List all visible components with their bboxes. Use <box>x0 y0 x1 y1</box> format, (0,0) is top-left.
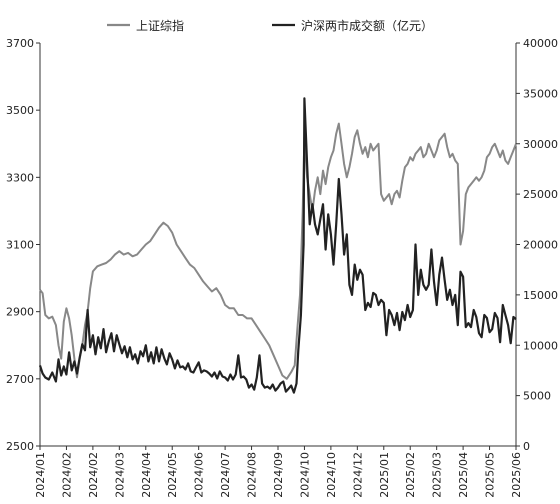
x-tick-label: 2025/05 <box>484 452 497 498</box>
x-tick-label: 2024/08 <box>246 452 259 498</box>
series-line-shanghai-index <box>39 122 517 380</box>
x-tick-label: 2024/10 <box>325 452 338 498</box>
right-tick-label: 0 <box>523 440 530 453</box>
left-axis-ticks: 2500 2700 2900 3100 3300 3500 3700 <box>6 37 40 453</box>
legend-label-turnover: 沪深两市成交额（亿元） <box>301 18 433 33</box>
x-tick-label: 2024/09 <box>272 452 285 498</box>
right-axis-ticks: 0 5000 10000 15000 20000 25000 30000 35000 40000 <box>516 37 558 453</box>
x-tick-label: 2024/10 <box>298 452 311 498</box>
x-tick-label: 2024/12 <box>351 452 364 498</box>
right-tick-label: 10000 <box>523 339 558 352</box>
left-tick-label: 2700 <box>6 373 34 386</box>
left-tick-label: 3300 <box>6 171 34 184</box>
legend-label-shanghai: 上证综指 <box>136 18 184 33</box>
x-tick-label: 2024/01 <box>34 452 47 498</box>
left-tick-label: 2500 <box>6 440 34 453</box>
left-tick-label: 3500 <box>6 104 34 117</box>
left-tick-label: 2900 <box>6 306 34 319</box>
right-tick-label: 20000 <box>523 239 558 252</box>
x-tick-label: 2025/02 <box>404 452 417 498</box>
x-tick-label: 2025/04 <box>457 452 470 498</box>
right-tick-label: 5000 <box>523 390 551 403</box>
legend: 上证综指 沪深两市成交额（亿元） <box>107 18 433 33</box>
x-tick-label: 2024/03 <box>113 452 126 498</box>
x-tick-label: 2025/03 <box>431 452 444 498</box>
right-tick-label: 35000 <box>523 87 558 100</box>
x-tick-label: 2024/07 <box>219 452 232 498</box>
left-tick-label: 3700 <box>6 37 34 50</box>
x-tick-label: 2024/02 <box>87 452 100 498</box>
right-tick-label: 15000 <box>523 289 558 302</box>
x-tick-label: 2024/02 <box>60 452 73 498</box>
x-axis-ticks: 2024/01 2024/02 2024/02 2024/03 2024/04 2024/… <box>34 446 523 498</box>
series-layer <box>38 97 517 394</box>
right-tick-label: 25000 <box>523 188 558 201</box>
right-tick-label: 40000 <box>523 37 558 50</box>
x-tick-label: 2024/06 <box>193 452 206 498</box>
right-tick-label: 30000 <box>523 138 558 151</box>
left-tick-label: 3100 <box>6 239 34 252</box>
x-tick-label: 2025/06 <box>510 452 523 498</box>
x-tick-label: 2025/01 <box>378 452 391 498</box>
series-line-turnover <box>38 97 517 394</box>
x-tick-label: 2024/05 <box>166 452 179 498</box>
x-tick-label: 2024/04 <box>140 452 153 498</box>
